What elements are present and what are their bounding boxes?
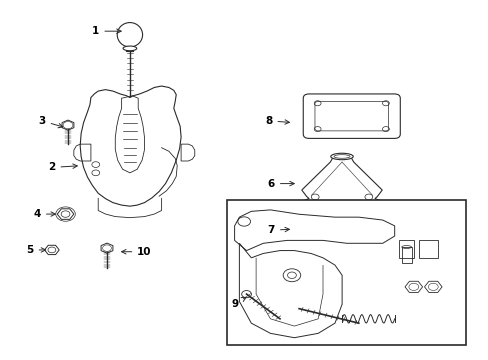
Text: 5: 5 (26, 245, 45, 255)
Bar (418, 240, 437, 258)
Bar (401, 247, 411, 263)
Text: 3: 3 (39, 116, 62, 128)
Text: 8: 8 (264, 116, 289, 126)
Text: 2: 2 (48, 162, 77, 172)
Bar (399, 240, 413, 258)
Ellipse shape (123, 46, 137, 51)
Ellipse shape (330, 153, 352, 160)
Text: 4: 4 (34, 209, 55, 219)
Text: 10: 10 (122, 247, 151, 257)
Text: 7: 7 (267, 225, 289, 235)
Text: 6: 6 (267, 179, 294, 189)
Text: 9: 9 (231, 297, 245, 309)
Bar (227, 200, 466, 345)
Ellipse shape (117, 23, 142, 47)
Text: 1: 1 (92, 26, 121, 36)
